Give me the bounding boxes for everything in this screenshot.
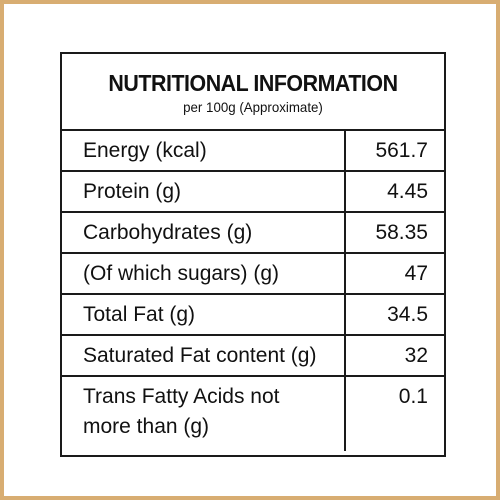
nutrition-row-saturated-fat: Saturated Fat content (g) 32 (62, 336, 444, 377)
nutrient-label: Carbohydrates (g) (62, 213, 346, 252)
nutrition-row-protein: Protein (g) 4.45 (62, 172, 444, 213)
nutrition-title: NUTRITIONAL INFORMATION (108, 70, 398, 96)
nutrition-row-total-fat: Total Fat (g) 34.5 (62, 295, 444, 336)
nutrient-label: Trans Fatty Acids not more than (g) (62, 377, 346, 451)
nutrient-value: 34.5 (387, 303, 428, 326)
nutrient-value: 47 (404, 262, 428, 285)
nutrition-row-carbohydrates: Carbohydrates (g) 58.35 (62, 213, 444, 254)
nutrition-subtitle: per 100g (Approximate) (183, 99, 323, 115)
nutrition-row-trans-fat: Trans Fatty Acids not more than (g) 0.1 (62, 377, 444, 451)
nutrient-value: 4.45 (387, 180, 428, 203)
nutrient-value: 0.1 (398, 385, 428, 408)
nutrition-row-sugars: (Of which sugars) (g) 47 (62, 254, 444, 295)
nutrient-value: 32 (404, 344, 428, 367)
nutrition-table: NUTRITIONAL INFORMATION per 100g (Approx… (60, 52, 446, 457)
nutrient-label-line: more than (g) (83, 415, 210, 438)
nutrient-value: 58.35 (375, 221, 428, 244)
nutrient-label: Energy (kcal) (62, 131, 346, 170)
nutrient-label: Total Fat (g) (62, 295, 346, 334)
nutrient-label: Protein (g) (62, 172, 346, 211)
nutrition-header: NUTRITIONAL INFORMATION per 100g (Approx… (62, 54, 444, 131)
nutrient-label: Saturated Fat content (g) (62, 336, 346, 375)
nutrient-label-line: Trans Fatty Acids not (83, 385, 280, 408)
nutrient-value: 561.7 (375, 139, 428, 162)
nutrition-row-energy: Energy (kcal) 561.7 (62, 131, 444, 172)
nutrient-label: (Of which sugars) (g) (62, 254, 346, 293)
